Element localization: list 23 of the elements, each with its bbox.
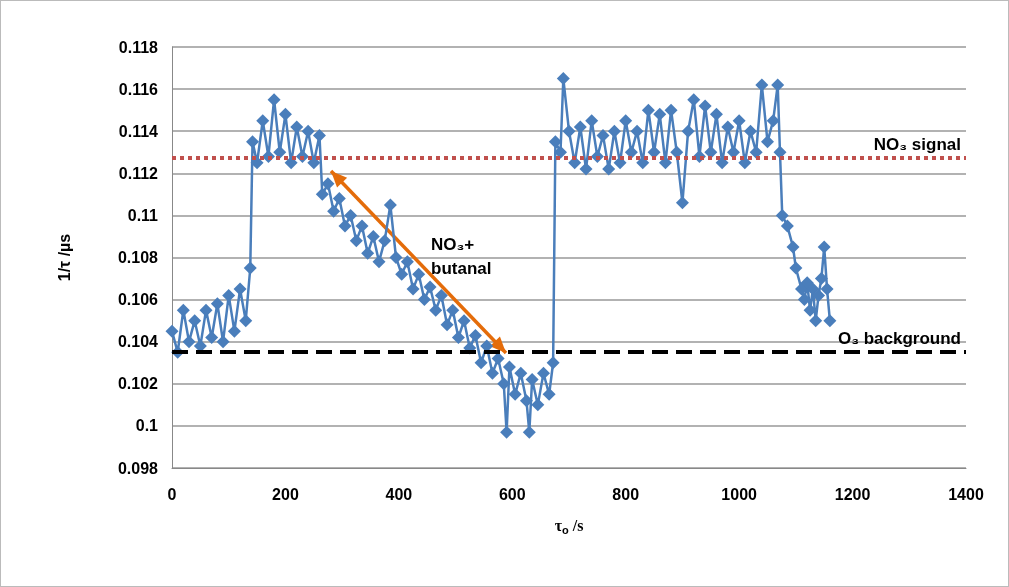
ref-line-label: NO₃ signal <box>873 134 961 154</box>
y-tick-label: 0.104 <box>117 333 159 351</box>
x-tick-label: 0 <box>167 485 177 503</box>
annotation: NO₃+ butanal <box>431 234 492 278</box>
y-tick-label: 0.108 <box>117 249 159 266</box>
y-tick-label: 0.114 <box>118 122 159 140</box>
y-tick-label: 0.112 <box>118 164 159 182</box>
x-tick-label: 200 <box>272 485 299 503</box>
y-axis-title: 1/τ /µs <box>55 233 73 282</box>
x-tick-label: 600 <box>498 485 526 503</box>
y-tick-label: 0.116 <box>118 80 159 98</box>
x-tick-label: 1400 <box>948 485 984 503</box>
y-tick-label: 0.098 <box>117 459 159 477</box>
ref-line-label: O₃ background <box>837 329 961 349</box>
y-tick-label: 0.102 <box>117 375 159 393</box>
y-tick-label: 0.118 <box>118 38 159 56</box>
x-tick-label: 1000 <box>721 485 758 503</box>
y-tick-label: 0.106 <box>117 291 159 309</box>
x-tick-label: 1200 <box>834 485 871 503</box>
x-tick-label: 400 <box>385 485 413 503</box>
y-tick-label: 0.1 <box>135 417 159 435</box>
y-tick-label: 0.11 <box>127 206 159 224</box>
x-tick-label: 800 <box>612 485 640 503</box>
